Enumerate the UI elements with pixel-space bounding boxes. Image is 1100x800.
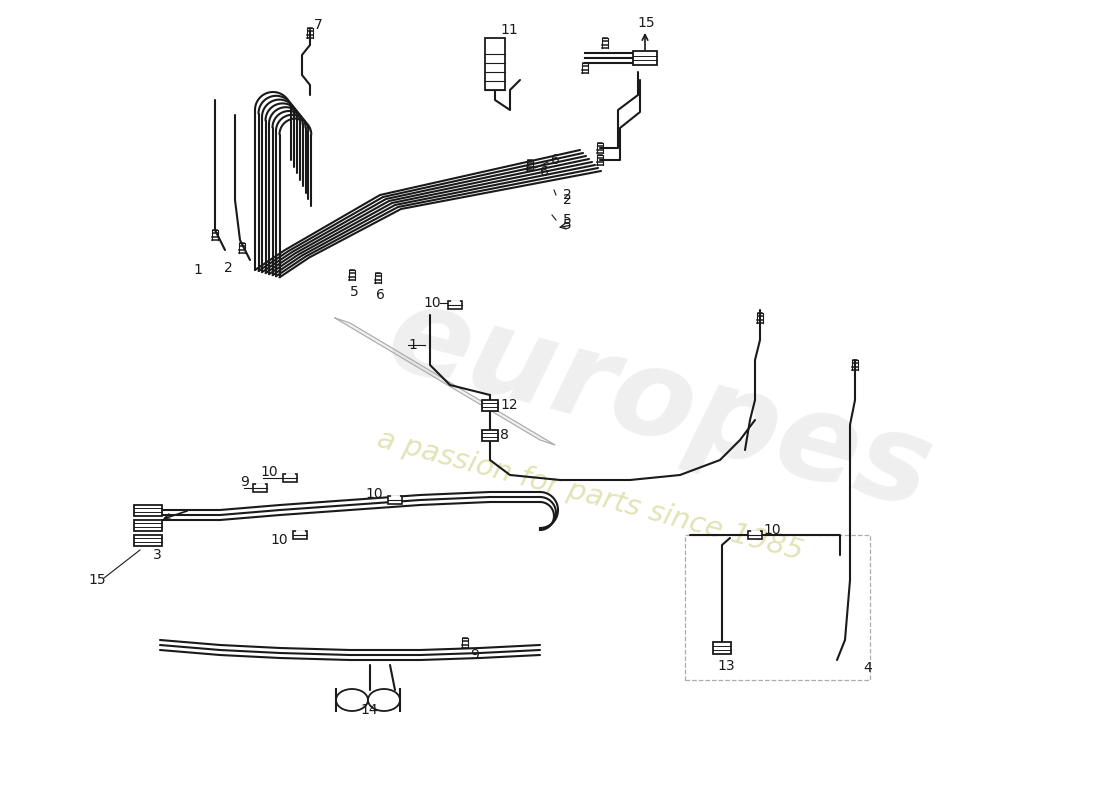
- Text: 10: 10: [365, 487, 383, 501]
- Text: 12: 12: [500, 398, 518, 412]
- Text: 1: 1: [408, 338, 417, 352]
- Bar: [253, 484, 267, 492]
- Text: 10: 10: [424, 296, 441, 310]
- Bar: [134, 505, 162, 515]
- Text: 5: 5: [563, 213, 572, 227]
- Bar: [134, 519, 162, 530]
- Text: europes: europes: [376, 276, 944, 534]
- Text: 5: 5: [563, 218, 572, 232]
- Text: 3: 3: [153, 548, 162, 562]
- Bar: [748, 531, 762, 539]
- Text: 5: 5: [350, 285, 359, 299]
- Text: 2: 2: [224, 261, 233, 275]
- Bar: [632, 51, 657, 65]
- Text: 8: 8: [500, 428, 509, 442]
- Text: 10: 10: [270, 533, 287, 547]
- Text: 6: 6: [540, 165, 549, 179]
- Text: a passion for parts since 1985: a passion for parts since 1985: [374, 425, 806, 566]
- Text: 6: 6: [551, 153, 560, 167]
- Bar: [482, 430, 498, 441]
- Polygon shape: [336, 318, 556, 445]
- Text: 14: 14: [360, 703, 377, 717]
- Text: 6: 6: [376, 288, 385, 302]
- Bar: [485, 38, 505, 90]
- Text: 2: 2: [563, 188, 572, 202]
- Text: 15: 15: [637, 16, 654, 30]
- Text: 15: 15: [88, 573, 106, 587]
- Bar: [293, 531, 307, 539]
- Ellipse shape: [368, 689, 400, 711]
- Bar: [134, 534, 162, 546]
- Text: 11: 11: [500, 23, 518, 37]
- Text: 10: 10: [260, 465, 277, 479]
- Bar: [482, 399, 498, 410]
- Text: 7: 7: [314, 18, 322, 32]
- Ellipse shape: [336, 689, 368, 711]
- Bar: [448, 301, 462, 309]
- Text: 13: 13: [717, 659, 735, 673]
- Text: 1: 1: [192, 263, 202, 277]
- Text: 4: 4: [864, 661, 871, 675]
- Text: 2: 2: [563, 193, 572, 207]
- Bar: [713, 642, 732, 654]
- Bar: [283, 474, 297, 482]
- Bar: [685, 535, 870, 680]
- Bar: [388, 496, 401, 504]
- Text: 9: 9: [240, 475, 249, 489]
- Text: 9: 9: [470, 648, 478, 662]
- Text: 10: 10: [763, 523, 781, 537]
